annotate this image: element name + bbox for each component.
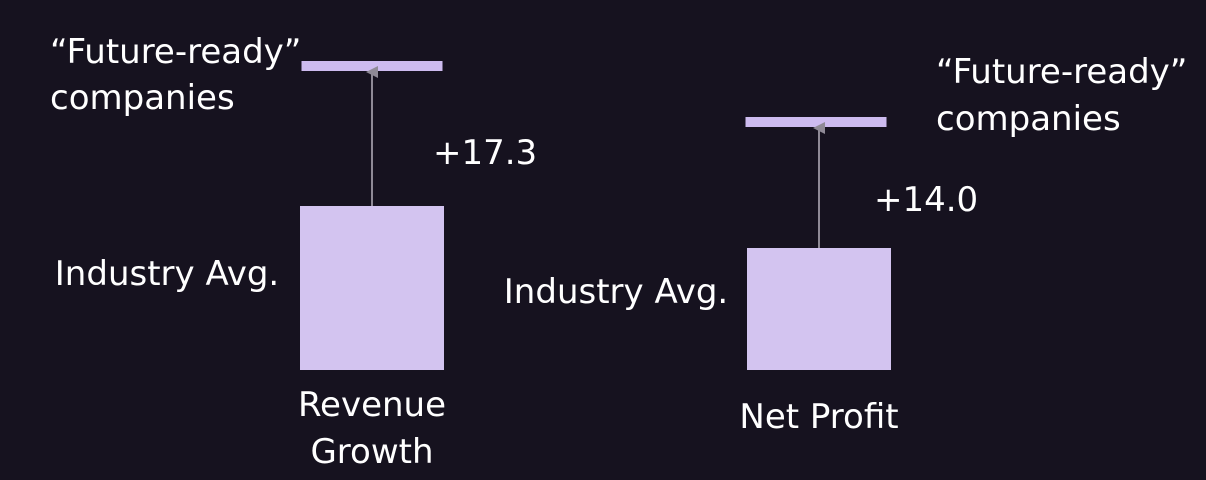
industry-avg-bar: [300, 206, 444, 370]
delta-label: +14.0: [874, 180, 978, 220]
future-ready-label-line: companies: [50, 78, 235, 118]
delta-label: +17.3: [433, 133, 537, 173]
category-label-line: Net Profit: [739, 397, 898, 437]
industry-avg-bar: [747, 248, 891, 370]
future-ready-label-line: companies: [936, 99, 1121, 139]
future-ready-target-line: [745, 117, 887, 127]
future-ready-target-line: [301, 61, 443, 71]
industry-avg-label: Industry Avg.: [55, 254, 279, 294]
category-label-line: Revenue: [298, 385, 446, 425]
future-ready-label-line: “Future-ready”: [50, 32, 301, 72]
industry-avg-label: Industry Avg.: [504, 272, 728, 312]
future-ready-label-line: “Future-ready”: [936, 52, 1187, 92]
category-label-line: Growth: [310, 432, 433, 472]
